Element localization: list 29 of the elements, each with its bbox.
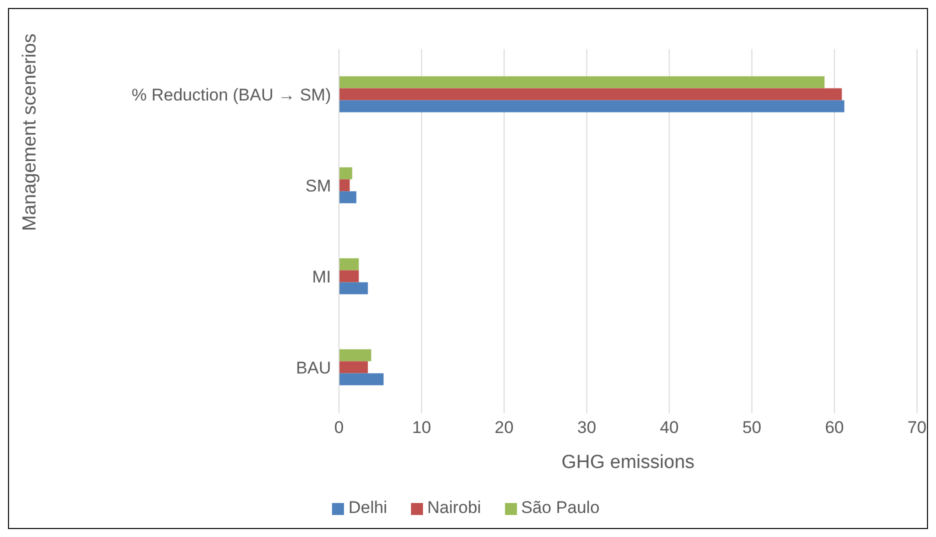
bar	[339, 282, 368, 294]
bar	[339, 88, 842, 100]
bar	[339, 76, 825, 88]
x-tick-label: 20	[494, 418, 514, 438]
x-tick-label: 40	[660, 418, 679, 438]
bar	[339, 191, 356, 204]
legend-label: Delhi	[348, 498, 388, 517]
bar	[339, 361, 368, 374]
legend-label: São Paulo	[521, 498, 600, 517]
y-axis-title: Management scenerios	[20, 34, 41, 231]
x-tick-label: 50	[742, 418, 762, 438]
x-tick-label: 60	[824, 418, 844, 438]
bar	[339, 270, 359, 282]
bar	[339, 258, 359, 270]
legend-label: Nairobi	[427, 498, 482, 517]
y-tick-label: BAU	[296, 358, 331, 378]
bar	[339, 167, 352, 180]
x-axis-title: GHG emissions	[561, 452, 695, 473]
y-tick-label: SM	[306, 176, 331, 196]
y-tick-label: MI	[312, 268, 331, 287]
bar	[339, 179, 350, 192]
x-tick-label: 0	[334, 418, 344, 438]
x-tick-label: 10	[412, 418, 432, 438]
x-tick-label: 70	[908, 418, 926, 438]
bar	[339, 373, 384, 386]
bar	[339, 349, 372, 362]
bar	[339, 100, 844, 112]
x-tick-label: 30	[577, 418, 596, 438]
y-tick-label: % Reduction (BAU → SM)	[132, 86, 331, 105]
